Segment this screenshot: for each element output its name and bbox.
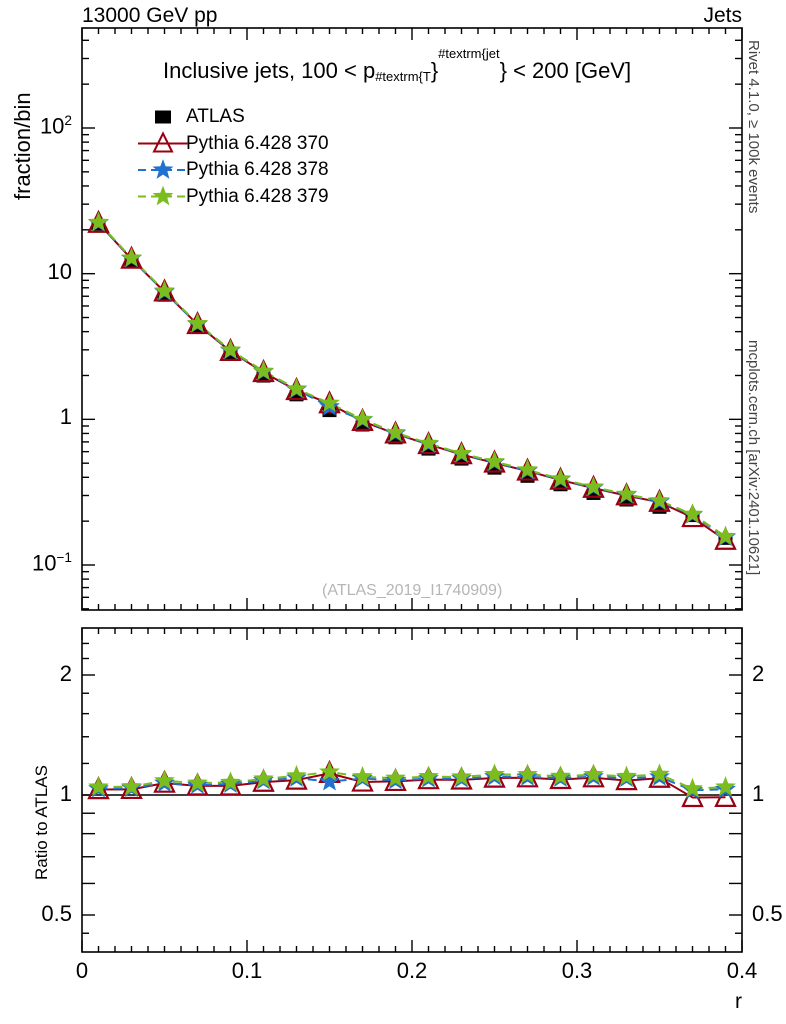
data-series-line	[97, 222, 727, 539]
data-marker-star	[517, 763, 538, 784]
data-marker-star	[451, 766, 472, 786]
xlabel: r	[735, 990, 742, 1013]
data-marker-star	[220, 339, 241, 359]
data-marker-star	[352, 408, 373, 429]
data-marker-square	[520, 471, 535, 483]
data-marker-star	[220, 771, 241, 792]
main-y-tick-label: 10	[47, 258, 72, 284]
data-marker-star	[253, 360, 274, 381]
data-marker-star	[550, 467, 571, 488]
data-marker-star	[583, 763, 604, 784]
data-marker-star	[517, 458, 538, 479]
data-marker-star	[616, 483, 637, 504]
data-marker-star	[715, 776, 736, 796]
data-marker-star	[154, 280, 175, 300]
data-marker-square	[388, 433, 403, 445]
data-marker-star	[88, 211, 109, 232]
data-marker-star	[187, 312, 208, 333]
data-marker-square	[619, 495, 634, 507]
data-marker-star	[385, 421, 406, 442]
x-tick-label: 0.2	[396, 958, 428, 983]
main-y-tick-label: 10−1	[31, 550, 72, 576]
main-y-tick-label: 102	[39, 113, 72, 139]
data-marker-star	[286, 764, 307, 785]
main-y-tick-label: 1	[59, 404, 72, 430]
data-marker-star	[682, 503, 703, 524]
legend-item: Pythia 6.428 378	[186, 157, 329, 184]
data-marker-star	[319, 761, 340, 781]
legend-item-label: Pythia 6.428 378	[186, 159, 329, 180]
ratio-y-tick-label-right: 1	[752, 781, 765, 806]
data-marker-star	[451, 442, 472, 463]
ratio-y-tick-label-left: 0.5	[41, 901, 72, 926]
plot-title-close-brace-2: }	[499, 58, 507, 83]
data-marker-square	[652, 502, 667, 514]
x-tick-label: 0.1	[231, 958, 263, 983]
data-marker-square	[586, 488, 601, 500]
data-marker-square	[421, 444, 436, 456]
legend-item-label: Pythia 6.428 370	[186, 132, 329, 154]
plot-title: Inclusive jets, 100 < p #textrm{T #textr…	[163, 46, 632, 84]
data-marker-square	[454, 454, 469, 466]
ratio-y-tick-label-right: 0.5	[752, 901, 783, 926]
data-marker-triangle	[681, 503, 704, 528]
legend: ATLAS Pythia 6.428 370 Pythia 6.428 378 Pyt…	[186, 104, 329, 210]
data-marker-star	[649, 763, 670, 784]
data-marker-star	[385, 767, 406, 788]
data-marker-star	[484, 450, 505, 471]
legend-item-label: Pythia 6.428 379	[186, 185, 329, 207]
data-marker-star	[319, 392, 340, 413]
data-marker-star	[682, 777, 703, 798]
legend-item: Pythia 6.428 379	[186, 184, 329, 211]
plot-title-superscript: #textrm{jet	[438, 46, 500, 61]
data-marker-square	[355, 420, 370, 432]
data-marker-star	[583, 476, 604, 496]
data-marker-star	[121, 247, 142, 267]
header-left-label: 13000 GeV pp	[82, 4, 218, 27]
legend-item: Pythia 6.428 370	[186, 131, 329, 158]
legend-item: ATLAS	[186, 104, 329, 131]
data-marker-star	[187, 772, 208, 792]
ratio-y-tick-label-left: 1	[59, 781, 72, 806]
data-marker-star	[550, 765, 571, 786]
data-marker-square	[487, 463, 502, 475]
plot-title-close-brace-1: }	[430, 58, 439, 83]
data-marker-star	[88, 776, 109, 796]
data-marker-square	[289, 390, 304, 402]
data-marker-triangle	[714, 526, 737, 550]
ratio-y-tick-label-left: 2	[59, 661, 72, 686]
data-marker-star	[253, 768, 274, 788]
ratio-panel-frame	[81, 627, 743, 953]
data-marker-star	[616, 765, 637, 786]
data-marker-star	[649, 489, 670, 510]
plot-title-part-a: Inclusive jets, 100 < p	[163, 58, 376, 83]
plot-title-part-b: < 200 [GeV]	[506, 58, 632, 83]
data-series-line	[97, 221, 727, 538]
dataset-watermark: (ATLAS_2019_I1740909)	[322, 582, 503, 599]
x-tick-label: 0.4	[726, 958, 758, 983]
ratio-y-tick-label-right: 2	[752, 661, 765, 686]
main-panel-frame	[81, 27, 743, 611]
data-marker-star	[715, 525, 736, 546]
data-marker-star	[418, 765, 439, 786]
x-tick-label: 0	[75, 958, 89, 983]
header-right-label: Jets	[703, 4, 742, 27]
x-tick-label: 0.3	[561, 958, 593, 983]
data-marker-star	[319, 770, 340, 791]
data-marker-star	[352, 765, 373, 786]
plot-title-subscript: #textrm{T	[375, 69, 431, 84]
data-marker-star	[286, 377, 307, 398]
data-marker-star	[484, 763, 505, 784]
legend-item-label: ATLAS	[186, 106, 245, 127]
data-marker-star	[418, 432, 439, 453]
data-marker-star	[154, 769, 175, 790]
data-marker-square	[256, 371, 271, 383]
data-marker-star	[121, 775, 142, 796]
data-marker-square	[553, 480, 568, 492]
